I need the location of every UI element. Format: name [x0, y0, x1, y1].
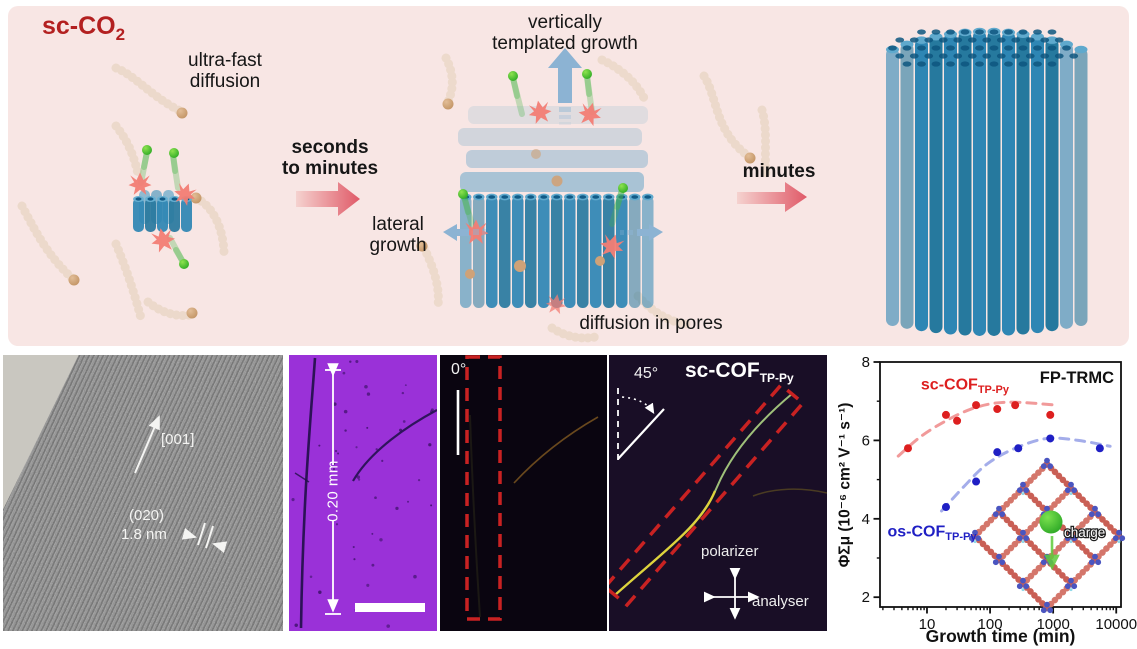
diffusion-in-pores-label: diffusion in pores	[579, 313, 723, 334]
vertical-growth-arrow	[548, 48, 582, 125]
minutes-label: minutes	[742, 161, 816, 182]
tem-annotations	[134, 415, 228, 553]
data-point	[1046, 434, 1055, 443]
arrow-seconds-to-minutes	[296, 182, 360, 216]
crystal-body	[460, 193, 654, 308]
svg-text:FP-TRMC: FP-TRMC	[1040, 369, 1114, 387]
seconds-to-minutes-label: seconds to minutes	[281, 137, 379, 179]
tem-panel: [001] (020) 1.8 nm	[3, 355, 283, 631]
svg-text:10000: 10000	[1095, 616, 1137, 633]
fiber-length-label: 0.20 mm	[324, 460, 342, 522]
data-point	[1095, 444, 1104, 453]
cof-fiber	[299, 357, 317, 629]
svg-text:100: 100	[978, 616, 1003, 633]
data-point	[972, 401, 981, 410]
monomer-bead	[416, 240, 428, 252]
monomer-bead	[190, 192, 202, 204]
chart-y-axis-label: ΦΣμ (10⁻⁶ cm² V⁻¹ s⁻¹)	[836, 402, 854, 568]
monomer-bead	[744, 152, 756, 164]
bright-fiber	[614, 392, 794, 596]
data-point	[903, 444, 912, 453]
cof-fiber	[352, 409, 437, 482]
polarized-0deg-panel: 0°	[440, 355, 607, 631]
data-point	[972, 477, 981, 486]
optical-microscopy-panel: 0.20 mm	[289, 355, 437, 631]
monomer-bead	[68, 274, 80, 286]
pol45-angle-label: 45°	[634, 365, 659, 382]
tem-axis-label: [001]	[161, 431, 195, 448]
data-point	[1014, 444, 1023, 453]
length-measure-arrow	[325, 363, 341, 615]
tem-dspacing-label: 1.8 nm	[121, 526, 167, 543]
data-point	[941, 410, 950, 419]
cof-structure-inset: charge	[968, 457, 1126, 614]
lateral-growth-label: lateral growth	[369, 214, 427, 256]
data-point	[953, 416, 962, 425]
lateral-growth-arrow-right	[620, 224, 663, 241]
ultrafast-diffusion-label: ultra-fast diffusion	[188, 50, 262, 92]
faint-fiber	[752, 488, 827, 497]
tem-plane-label: (020)	[129, 507, 165, 524]
rotation-indicator	[617, 388, 665, 461]
pol45-drawing	[609, 382, 827, 620]
pol0-drawing	[456, 355, 599, 621]
data-point	[941, 503, 950, 512]
trmc-chart: 10 100 1000 10000 2 4 6 8 Growth time (min) FP-TR…	[862, 354, 1137, 646]
monomer-bead	[186, 307, 198, 319]
polarizer-label: polarizer	[701, 543, 759, 560]
schematic-drawing	[17, 27, 1088, 343]
data-point	[993, 405, 1002, 414]
charge-label: charge	[1064, 525, 1105, 540]
polarized-45deg-panel: 45° sc-COFTP-Py polarizer analyser	[609, 355, 827, 631]
stage2-crystal-illustration	[416, 48, 771, 343]
polarizer-analyser-cross	[704, 568, 760, 620]
data-point	[993, 448, 1002, 457]
series-label: sc-COFTP-Py	[921, 376, 1010, 396]
stage1-seed-illustration	[17, 63, 229, 323]
tem-noise	[3, 355, 283, 631]
monomer-bead	[176, 107, 188, 119]
trmc-chart-panel: 10 100 1000 10000 2 4 6 8 Growth time (min) FP-TR…	[827, 346, 1137, 649]
series-label: os-COFTP-Py	[887, 523, 977, 543]
schematic-title: sc-CO2	[42, 12, 126, 44]
svg-text:4: 4	[862, 511, 870, 528]
svg-text:2: 2	[862, 589, 870, 606]
svg-text:6: 6	[862, 432, 870, 449]
schematic-panel: sc-CO2 ultra-fast diffusion seconds to min…	[8, 6, 1129, 346]
svg-text:1000: 1000	[1036, 616, 1069, 633]
arrow-minutes	[737, 182, 807, 212]
optical-drawing	[291, 357, 437, 629]
seed-crystal	[133, 190, 192, 232]
data-point	[1046, 410, 1055, 419]
charge-sphere	[1039, 510, 1063, 534]
data-point	[1011, 401, 1020, 410]
pol0-angle-label: 0°	[451, 361, 467, 378]
svg-text:Growth time (min): Growth time (min)	[926, 626, 1076, 646]
monomer-bead	[442, 98, 454, 110]
lateral-growth-arrow-left	[443, 224, 486, 241]
svg-text:8: 8	[862, 354, 870, 371]
faint-fiber	[513, 416, 599, 484]
analyser-label: analyser	[752, 593, 809, 610]
svg-text:10: 10	[919, 616, 936, 633]
sample-name-label: sc-COFTP-Py	[685, 359, 794, 386]
scale-bar	[355, 603, 425, 612]
dark-fiber	[469, 414, 481, 618]
stage3-crystal-illustration	[886, 27, 1088, 336]
fiber-highlight-box	[609, 382, 806, 608]
vertically-templated-growth-label: vertically templated growth	[492, 12, 638, 54]
